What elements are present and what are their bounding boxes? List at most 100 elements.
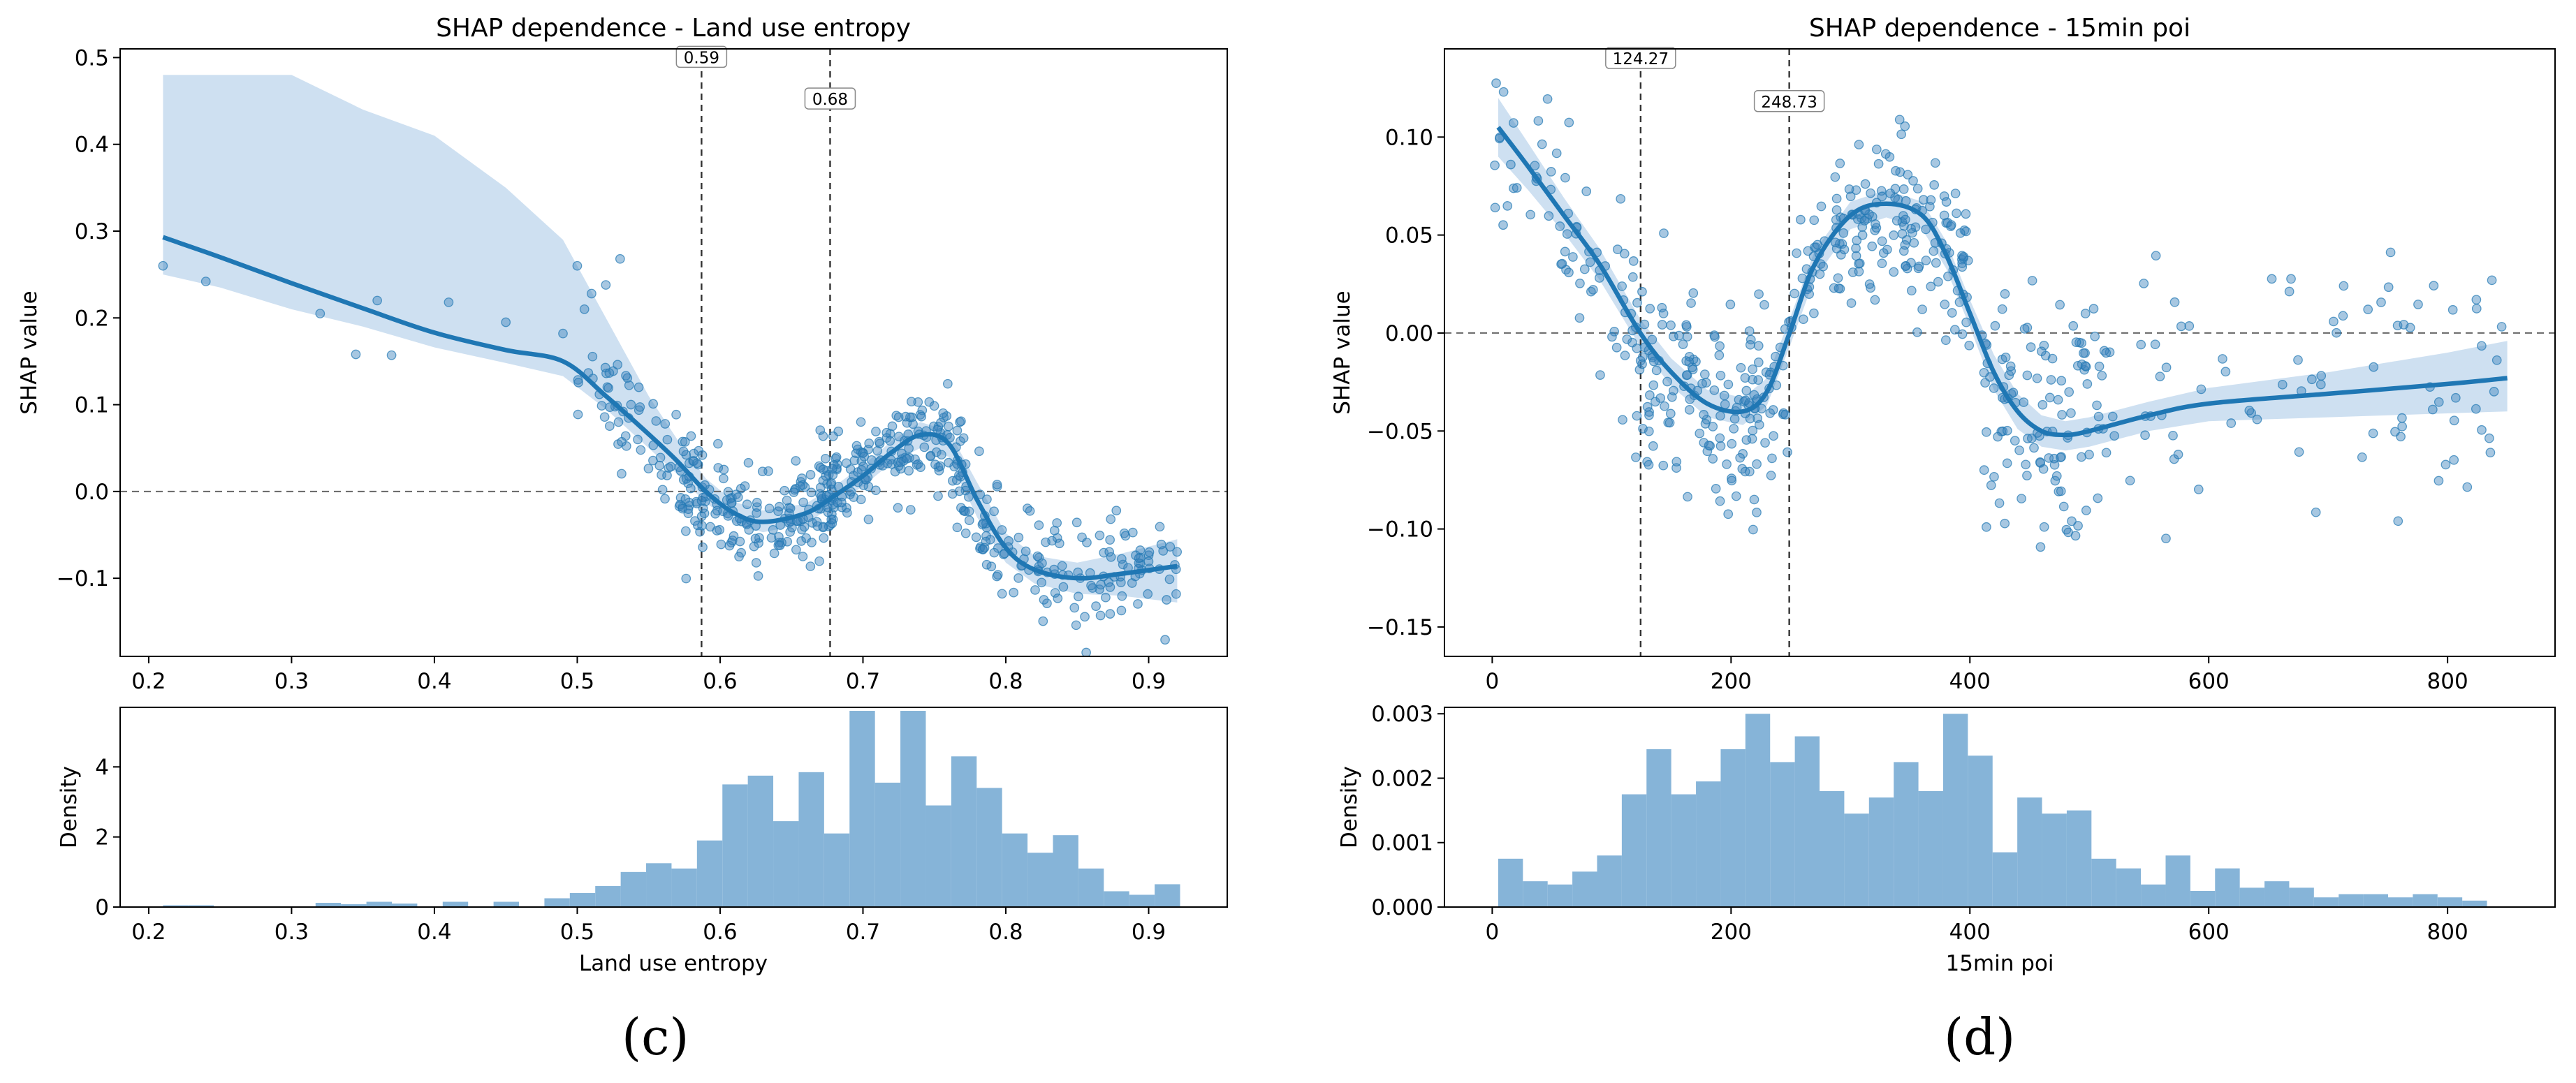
scatter-point <box>2077 452 2086 462</box>
scatter-point <box>1164 574 1175 584</box>
scatter-point <box>1745 339 1755 350</box>
scatter-point <box>2053 395 2063 405</box>
histogram-bar <box>1745 714 1771 907</box>
trend-line-right <box>1496 126 2508 438</box>
scatter-point <box>929 401 939 411</box>
scatter-point <box>1926 281 1936 292</box>
scatter-point <box>751 558 761 568</box>
scatter-point <box>1939 191 1949 201</box>
scatter-point <box>1637 286 1647 297</box>
scatter-point <box>905 412 915 422</box>
scatter-point <box>2151 251 2161 261</box>
scatter-point <box>1867 241 1878 251</box>
scatter-point <box>2393 516 2403 526</box>
scatter-point <box>937 450 946 460</box>
scatter-point <box>2196 384 2207 395</box>
scatter-point <box>2097 371 2107 381</box>
scatter-point <box>933 491 943 501</box>
hist-y-tick-label: 2 <box>95 825 109 850</box>
hist-x-tick-label: 800 <box>2427 920 2468 945</box>
histogram-bar <box>976 788 1002 907</box>
scatter-point <box>1546 167 1556 177</box>
scatter-point <box>1961 317 1971 327</box>
scatter-point <box>2056 452 2065 463</box>
scatter-point <box>1714 350 1725 360</box>
scatter-point <box>1686 298 1696 308</box>
scatter-point <box>1877 236 1887 246</box>
scatter-point <box>1891 165 1901 176</box>
scatter-point <box>1537 139 1547 149</box>
scatter-point <box>660 494 670 504</box>
scatter-point <box>1866 188 1875 198</box>
scatter-point <box>2101 348 2112 358</box>
scatter-point <box>1682 332 1692 342</box>
scatter-point <box>372 295 382 306</box>
scatter-point <box>789 487 799 497</box>
scatter-point <box>1725 300 1736 309</box>
scatter-point <box>1037 577 1047 588</box>
scatter-point <box>648 399 658 409</box>
scatter-point <box>1912 184 1923 194</box>
scatter-point <box>2079 348 2088 358</box>
scatter-point <box>1574 313 1585 323</box>
scatter-point <box>1957 329 1968 339</box>
scatter-point <box>2487 275 2497 286</box>
histogram-bar <box>2066 810 2092 907</box>
histogram-bar <box>1078 868 1104 907</box>
scatter-point <box>887 459 897 469</box>
histogram-bar <box>569 892 596 907</box>
scatter-point <box>906 397 916 407</box>
scatter-point <box>819 533 829 543</box>
scatter-point <box>1729 414 1740 424</box>
histogram-bar <box>2017 797 2042 907</box>
scatter-point <box>2049 459 2060 470</box>
scatter-point <box>1647 334 1657 345</box>
scatter-point <box>1940 300 1950 309</box>
scatter-point <box>956 416 966 427</box>
histogram-bar <box>2042 813 2067 907</box>
scatter-point <box>351 349 361 360</box>
scatter-point <box>785 503 796 513</box>
scatter-point <box>2072 360 2083 371</box>
scatter-point <box>2413 300 2423 309</box>
scatter-point <box>1866 283 1875 293</box>
scatter-point <box>1144 547 1155 557</box>
plot-frame-right <box>1444 48 2556 657</box>
scatter-point <box>1871 223 1882 233</box>
histogram-bar <box>1894 762 1919 907</box>
scatter-point <box>1551 148 1562 159</box>
scatter-point <box>2267 274 2277 284</box>
scatter-point <box>1894 115 1905 125</box>
scatter-point <box>1053 594 1063 603</box>
x-tick-label: 0.6 <box>703 669 737 694</box>
scatter-point <box>501 317 511 327</box>
scatter-point <box>1498 220 1508 230</box>
y-axis-label-left: SHAP value <box>17 290 42 414</box>
scatter-point <box>621 371 631 381</box>
histogram-bar <box>493 901 520 907</box>
scatter-point <box>1752 459 1762 469</box>
scatter-axes-right: 124.27 248.73 0 200 400 600 800 −0.15 −0.10 −0.05… <box>1367 47 2556 694</box>
scatter-point <box>1851 243 1861 253</box>
scatter-point <box>1918 195 1929 205</box>
scatter-point <box>1885 189 1896 198</box>
scatter-point <box>823 507 833 517</box>
chart-title-left: SHAP dependence - Land use entropy <box>436 14 911 43</box>
scatter-point <box>1032 551 1043 561</box>
threshold-label-right-2: 248.73 <box>1753 90 1825 112</box>
scatter-point <box>947 489 958 499</box>
scatter-point <box>1877 258 1887 269</box>
scatter-point <box>2064 387 2074 397</box>
scatter-point <box>654 460 665 471</box>
histogram-bar <box>1794 736 1820 907</box>
scatter-point <box>1767 453 1777 464</box>
scatter-point <box>1502 201 1513 211</box>
scatter-point <box>1491 78 1501 88</box>
scatter-point <box>2244 406 2255 415</box>
scatter-point <box>856 417 866 427</box>
scatter-point <box>827 464 837 474</box>
histogram-bar <box>2116 868 2142 907</box>
scatter-point <box>1796 214 1806 225</box>
confidence-band-left <box>163 75 1178 603</box>
histogram-bar <box>2165 855 2190 907</box>
